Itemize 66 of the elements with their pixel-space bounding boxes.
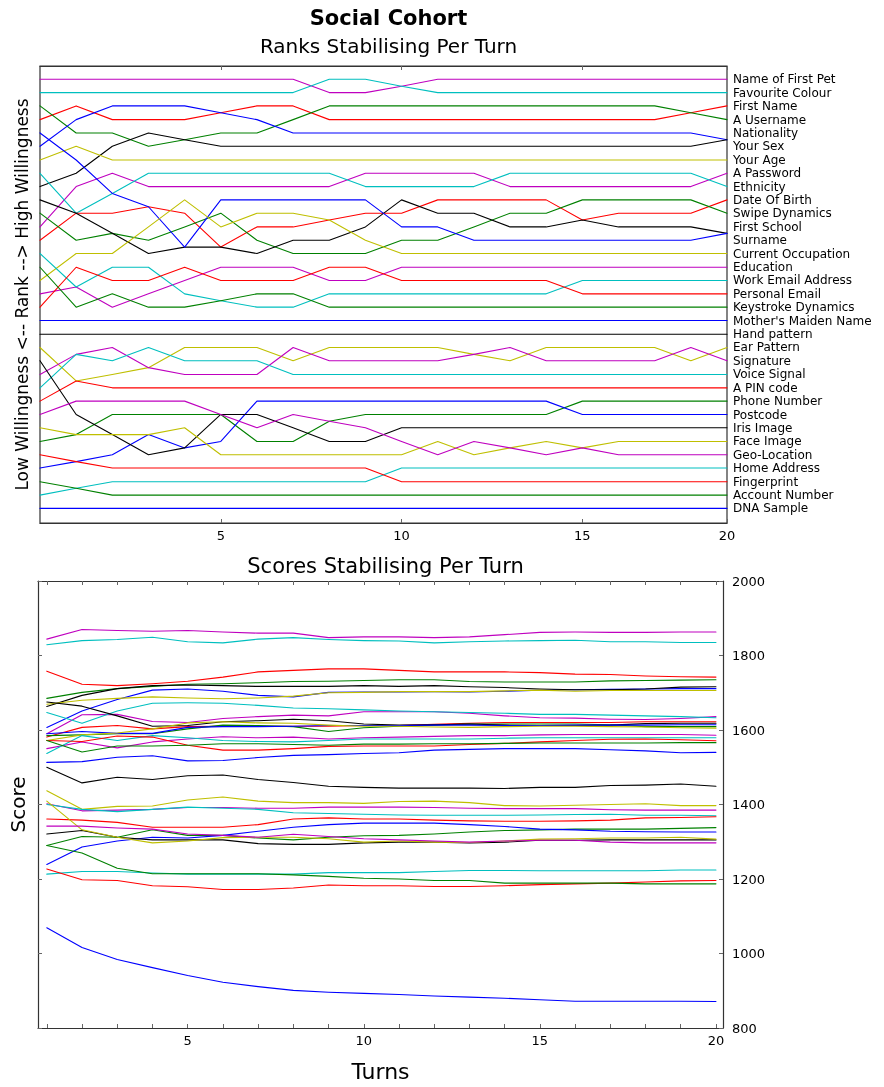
y-tick-label: 1400 [732,797,766,812]
x-tick-label: 20 [718,528,736,543]
line-series [46,927,717,1003]
y-tick-label: 2000 [732,573,766,589]
chart-title: Scores Stabilising Per Turn [247,553,524,578]
y-axis-title: Low Willingness <-- Rank --> High Willingness [12,98,32,491]
line-series [46,790,717,810]
line-series [46,748,717,763]
annotation: Your Age [732,152,786,167]
y-tick-label: 800 [732,1020,757,1036]
x-tick-label: 5 [183,1033,192,1048]
y-tick-label: 1800 [732,648,766,663]
line-series [46,668,717,687]
line-series [46,636,717,646]
annotation: DNA Sample [733,501,809,516]
annotation: Education [733,260,793,275]
y-tick-label: 1600 [732,722,766,738]
annotation: First School [733,219,802,234]
annotation: Iris Image [733,420,793,435]
annotation: Current Occupation [733,246,851,261]
x-tick-label: 20 [707,1033,725,1048]
annotation: Fingerprint [733,474,799,489]
annotation: Geo-Location [733,447,813,462]
annotation: Postcode [733,407,788,422]
annotation: Swipe Dynamics [733,206,832,221]
annotation: Signature [733,353,791,368]
annotation: A Username [733,112,807,127]
line-series [46,689,717,705]
annotation: Name of First Pet [733,72,836,87]
line-series [46,868,717,890]
annotation: First Name [733,99,798,114]
annotation: Mother's Maiden Name [733,313,872,328]
x-tick-label: 10 [393,528,410,543]
annotation: Personal Email [733,286,822,301]
annotation: Account Number [733,488,834,502]
y-tick-label: 1200 [732,871,766,887]
annotation: Surname [733,233,787,248]
line-series [46,679,717,699]
annotation: A Password [733,166,802,181]
line-series [46,628,717,640]
annotation: Your Sex [732,139,785,154]
y-tick-label: 1000 [732,946,766,961]
line-series [46,766,717,790]
x-tick-label: 15 [574,528,591,543]
annotation: Hand pattern [733,327,813,342]
x-tick-label: 15 [531,1033,549,1048]
annotation: Ethnicity [733,179,786,194]
line-series [46,803,717,817]
line-series [46,816,717,828]
x-axis-title: Turns [350,1058,410,1084]
annotation: Nationality [733,125,799,140]
annotation: Work Email Address [733,273,853,288]
x-tick-label: 10 [355,1033,373,1048]
annotation: Face Image [733,434,802,449]
annotation: Home Address [733,461,821,476]
annotation: Keystroke Dynamics [733,300,855,315]
annotation: Phone Number [733,394,823,409]
x-tick-label: 5 [216,528,225,543]
chart-title: Social Cohort [309,5,468,30]
annotation: Ear Pattern [733,340,800,355]
annotation: Favourite Colour [733,85,832,100]
chart-subtitle: Ranks Stabilising Per Turn [259,34,518,58]
annotation: A PIN code [733,380,798,395]
line-series [46,711,717,735]
annotation: Voice Signal [733,367,806,382]
y-axis-title: Score [6,776,30,833]
